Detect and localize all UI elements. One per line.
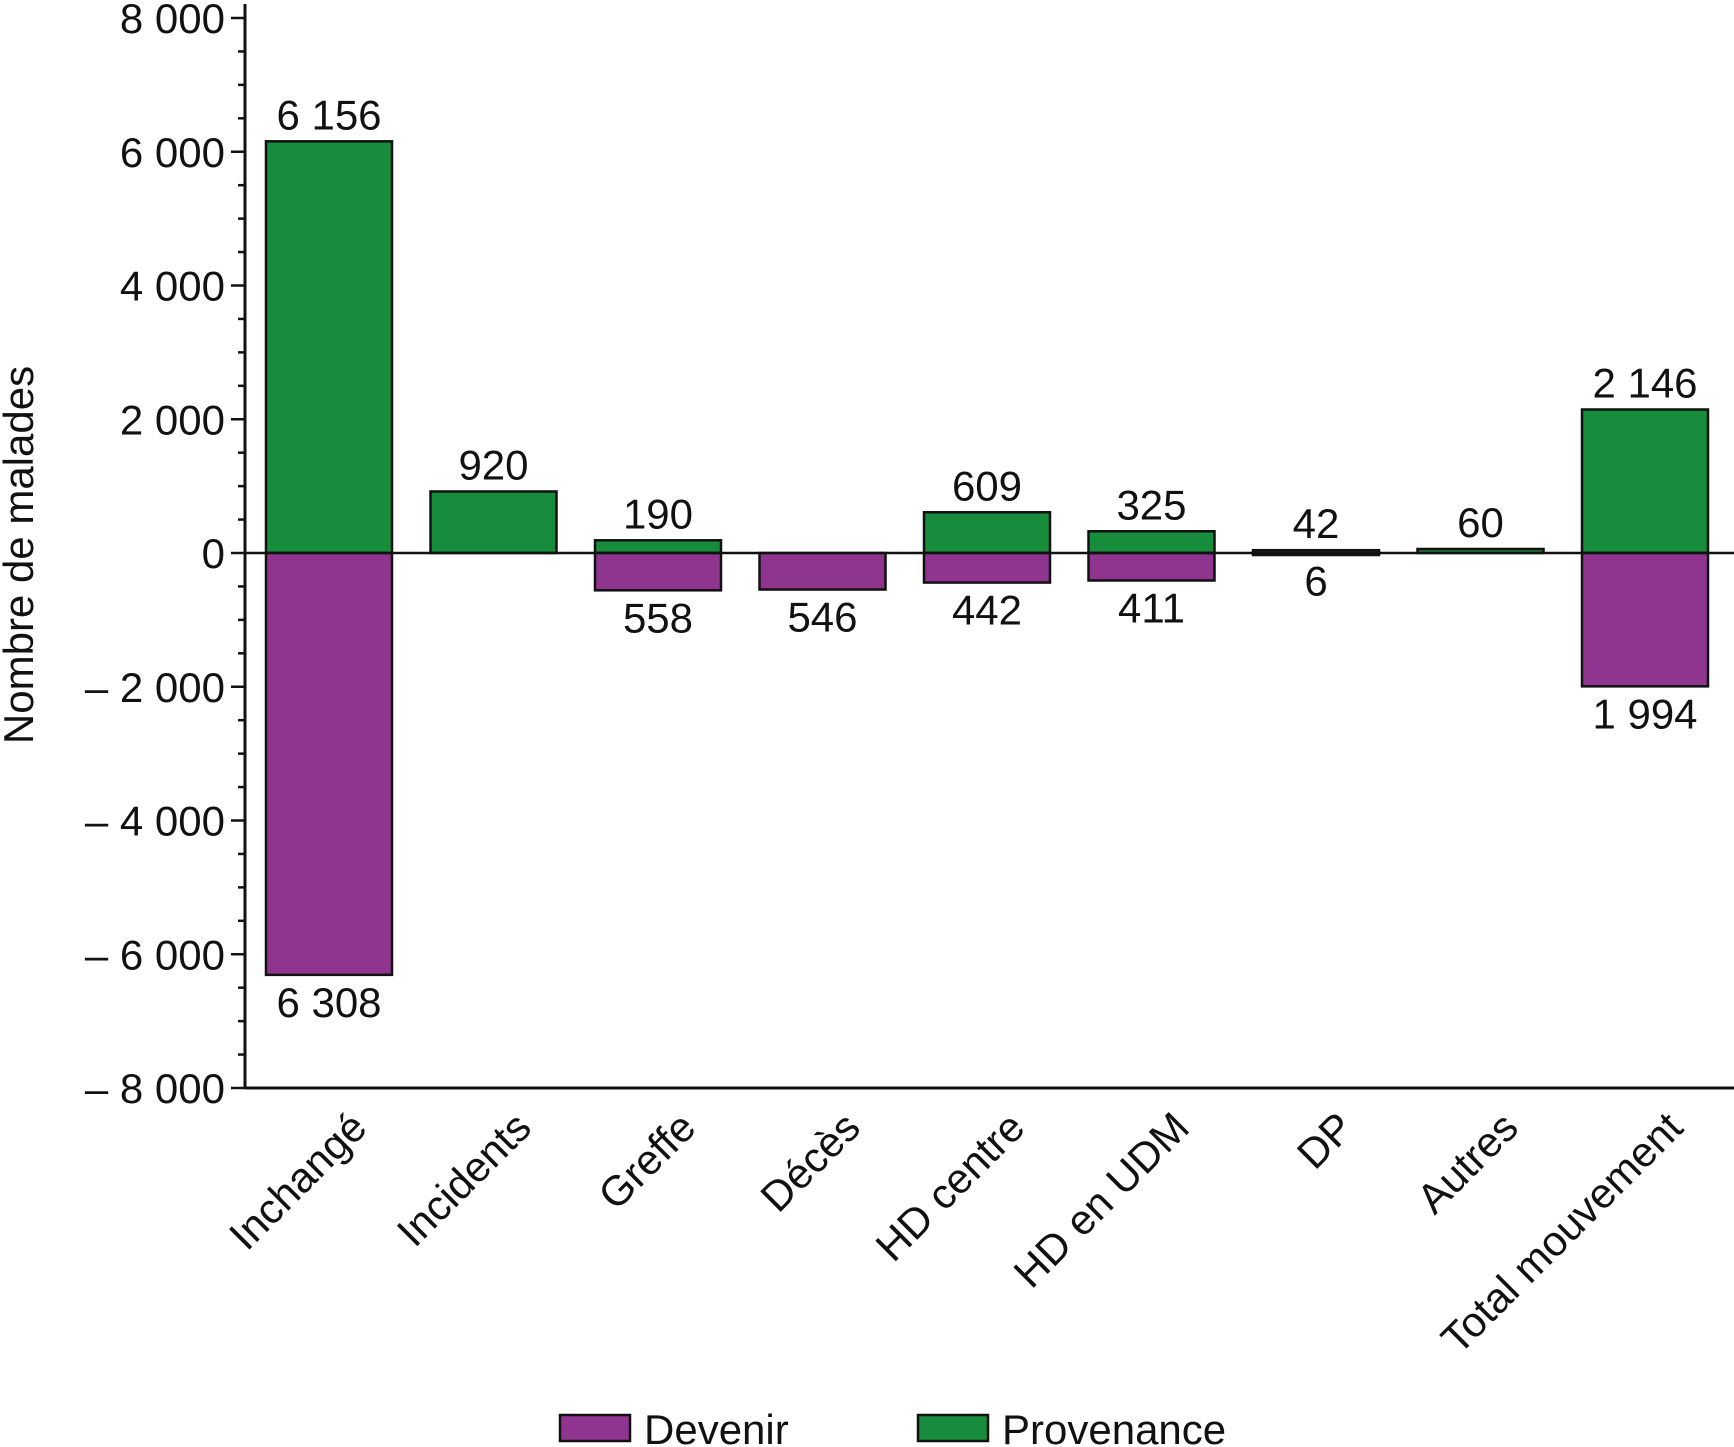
y-tick-label: 0 bbox=[202, 530, 225, 577]
bar-devenir bbox=[1580, 551, 1710, 688]
data-label-provenance: 920 bbox=[458, 441, 528, 488]
bar-provenance bbox=[922, 511, 1052, 555]
bars bbox=[264, 140, 1710, 977]
y-tick-label: – 8 000 bbox=[85, 1065, 225, 1112]
x-tick-label: Greffe bbox=[589, 1103, 704, 1218]
bar-provenance bbox=[264, 140, 394, 555]
data-label-provenance: 609 bbox=[952, 462, 1022, 509]
data-label-devenir: 558 bbox=[623, 594, 693, 641]
bar-provenance bbox=[593, 539, 723, 555]
x-tick-label: HD centre bbox=[866, 1103, 1033, 1270]
y-tick-label: – 2 000 bbox=[85, 664, 225, 711]
data-label-devenir: 6 308 bbox=[276, 979, 381, 1026]
data-label-provenance: 325 bbox=[1116, 481, 1186, 528]
x-tick-label: DP bbox=[1288, 1103, 1363, 1178]
axes: 8 000 6 000 4 000 2 000 0 – 2 000 – 4 000 – 6 0… bbox=[85, 0, 1734, 1112]
y-tick-label: 2 000 bbox=[120, 396, 225, 443]
bar-devenir bbox=[922, 551, 1052, 584]
x-tick-label: HD en UDM bbox=[1005, 1103, 1198, 1296]
legend-label-provenance: Provenance bbox=[1002, 1406, 1226, 1447]
data-label-devenir: 546 bbox=[787, 594, 857, 641]
bar-provenance bbox=[1087, 530, 1216, 555]
y-tick-label: 6 000 bbox=[120, 129, 225, 176]
data-label-provenance: 6 156 bbox=[276, 91, 381, 138]
y-tick-label: 4 000 bbox=[120, 263, 225, 310]
data-label-provenance: 60 bbox=[1457, 499, 1504, 546]
legend-swatch-devenir bbox=[558, 1413, 632, 1443]
data-label-provenance: 42 bbox=[1293, 500, 1340, 547]
bar-devenir bbox=[264, 551, 394, 977]
bar-devenir bbox=[1087, 551, 1216, 582]
x-tick-label: Décès bbox=[751, 1103, 868, 1220]
data-label-provenance: 2 146 bbox=[1592, 359, 1697, 406]
y-tick-label: – 6 000 bbox=[85, 931, 225, 978]
legend-label-devenir: Devenir bbox=[644, 1406, 789, 1447]
data-label-devenir: 411 bbox=[1118, 584, 1185, 631]
data-label-devenir: 1 994 bbox=[1592, 690, 1697, 737]
bar-provenance bbox=[429, 490, 558, 555]
data-label-provenance: 190 bbox=[623, 490, 693, 537]
bar-devenir bbox=[593, 551, 723, 592]
y-tick-label: 8 000 bbox=[120, 0, 225, 42]
data-label-devenir: 6 bbox=[1304, 557, 1327, 604]
bar-provenance bbox=[1580, 408, 1710, 555]
x-tick-label: Autres bbox=[1408, 1103, 1527, 1222]
data-label-devenir: 442 bbox=[952, 587, 1022, 634]
x-tick-label: Incidents bbox=[388, 1103, 540, 1255]
legend-swatch-provenance bbox=[916, 1413, 990, 1443]
legend: Devenir Provenance bbox=[558, 1406, 1226, 1447]
x-tick-label: Inchangé bbox=[220, 1103, 375, 1258]
bar-devenir bbox=[758, 551, 887, 591]
y-tick-label: – 4 000 bbox=[85, 798, 225, 845]
y-axis-label: Nombre de malades bbox=[0, 366, 42, 744]
value-labels: 6 156 920 190 609 325 42 60 2 146 6 308 558 546 442… bbox=[276, 91, 1697, 1026]
